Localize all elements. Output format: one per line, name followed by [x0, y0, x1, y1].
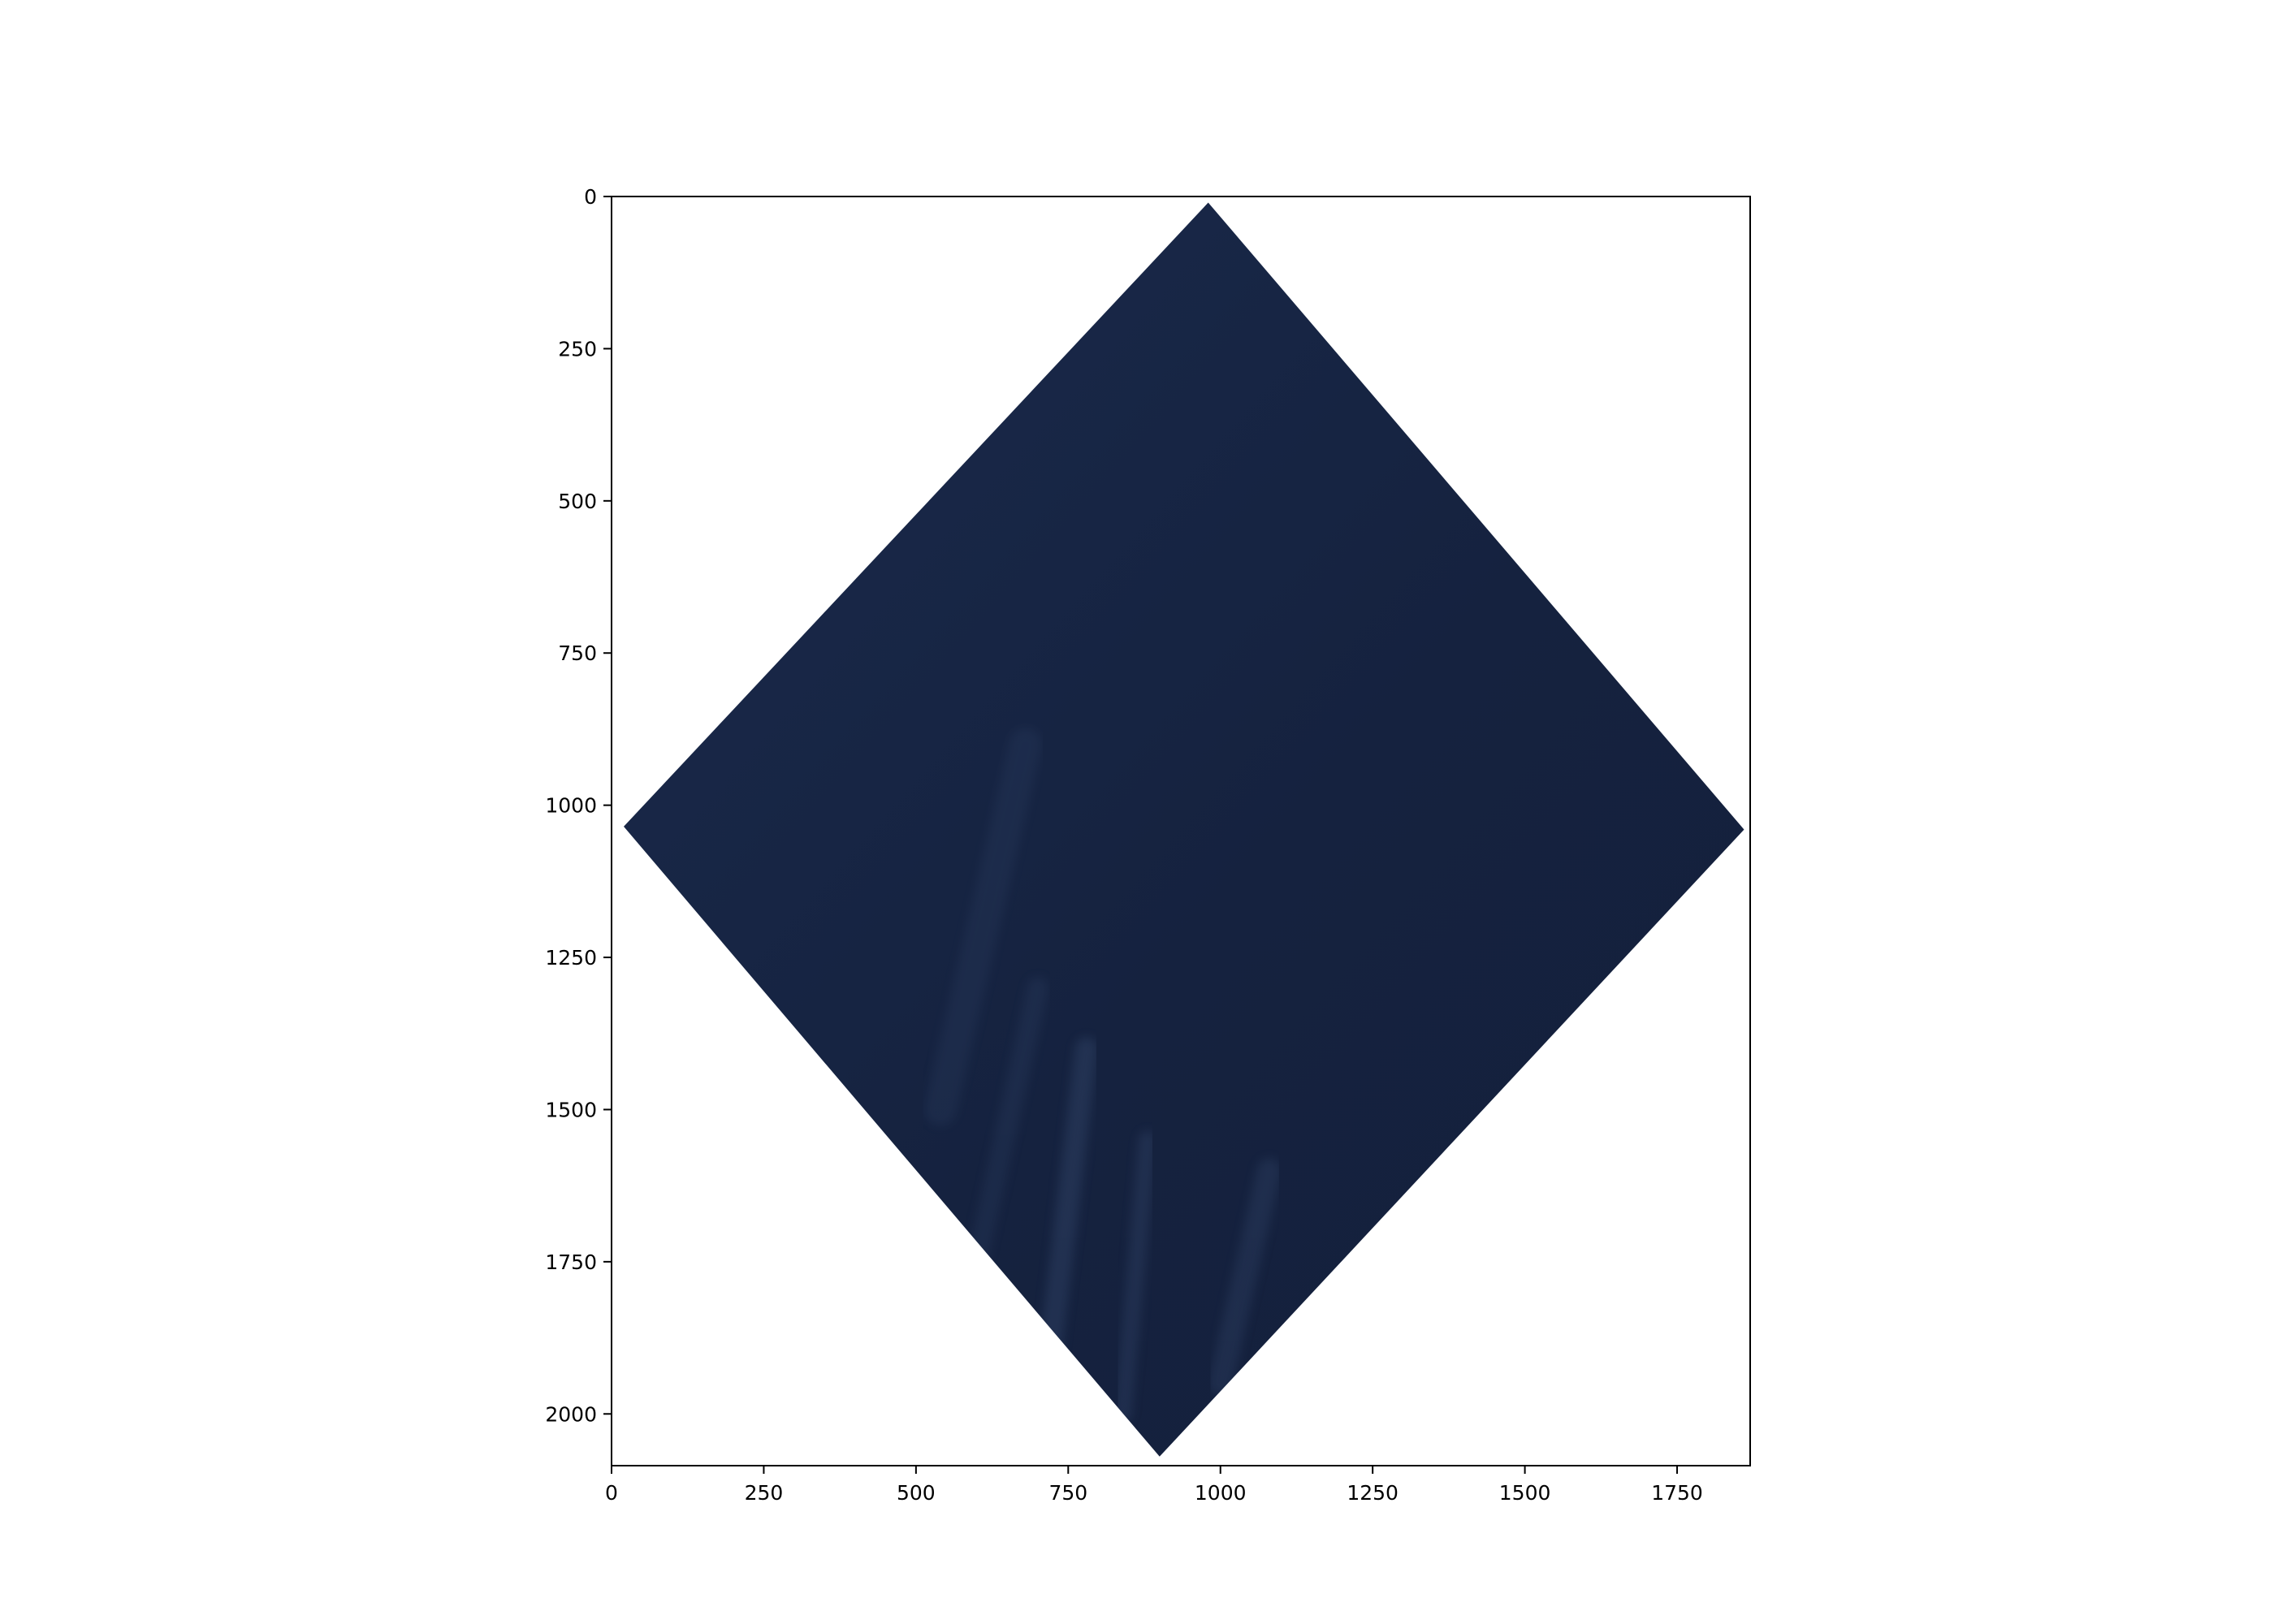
x-axis: 0 250 500 750 1000 1250 1500 1750 — [605, 1466, 1703, 1505]
x-tick-label: 1500 — [1499, 1481, 1551, 1505]
y-tick-label: 500 — [558, 490, 597, 513]
x-tick-label: 1250 — [1347, 1481, 1399, 1505]
y-tick-label: 1500 — [545, 1098, 597, 1121]
y-tick-label: 1250 — [545, 946, 597, 970]
x-tick-label: 0 — [605, 1481, 618, 1505]
cloud-streak — [1113, 1130, 1156, 1423]
y-tick-label: 2000 — [545, 1402, 597, 1426]
y-tick-label: 0 — [584, 185, 597, 209]
cloud-streak — [966, 977, 1048, 1272]
y-tick-label: 1000 — [545, 794, 597, 818]
cloud-streak — [923, 728, 1042, 1126]
cloud-streak — [1208, 1158, 1282, 1396]
x-tick-label: 1000 — [1195, 1481, 1247, 1505]
y-tick-label: 750 — [558, 641, 597, 665]
y-tick-label: 250 — [558, 337, 597, 361]
x-tick-label: 250 — [745, 1481, 784, 1505]
x-tick-label: 750 — [1048, 1481, 1087, 1505]
axes-frame — [611, 196, 1751, 1466]
y-axis: 0 250 500 750 1000 1250 1500 1750 2000 — [545, 185, 612, 1426]
scene-footprint — [624, 202, 1744, 1457]
x-tick-label: 500 — [897, 1481, 936, 1505]
y-tick-label: 1750 — [545, 1250, 597, 1274]
x-tick-label: 1750 — [1651, 1481, 1703, 1505]
